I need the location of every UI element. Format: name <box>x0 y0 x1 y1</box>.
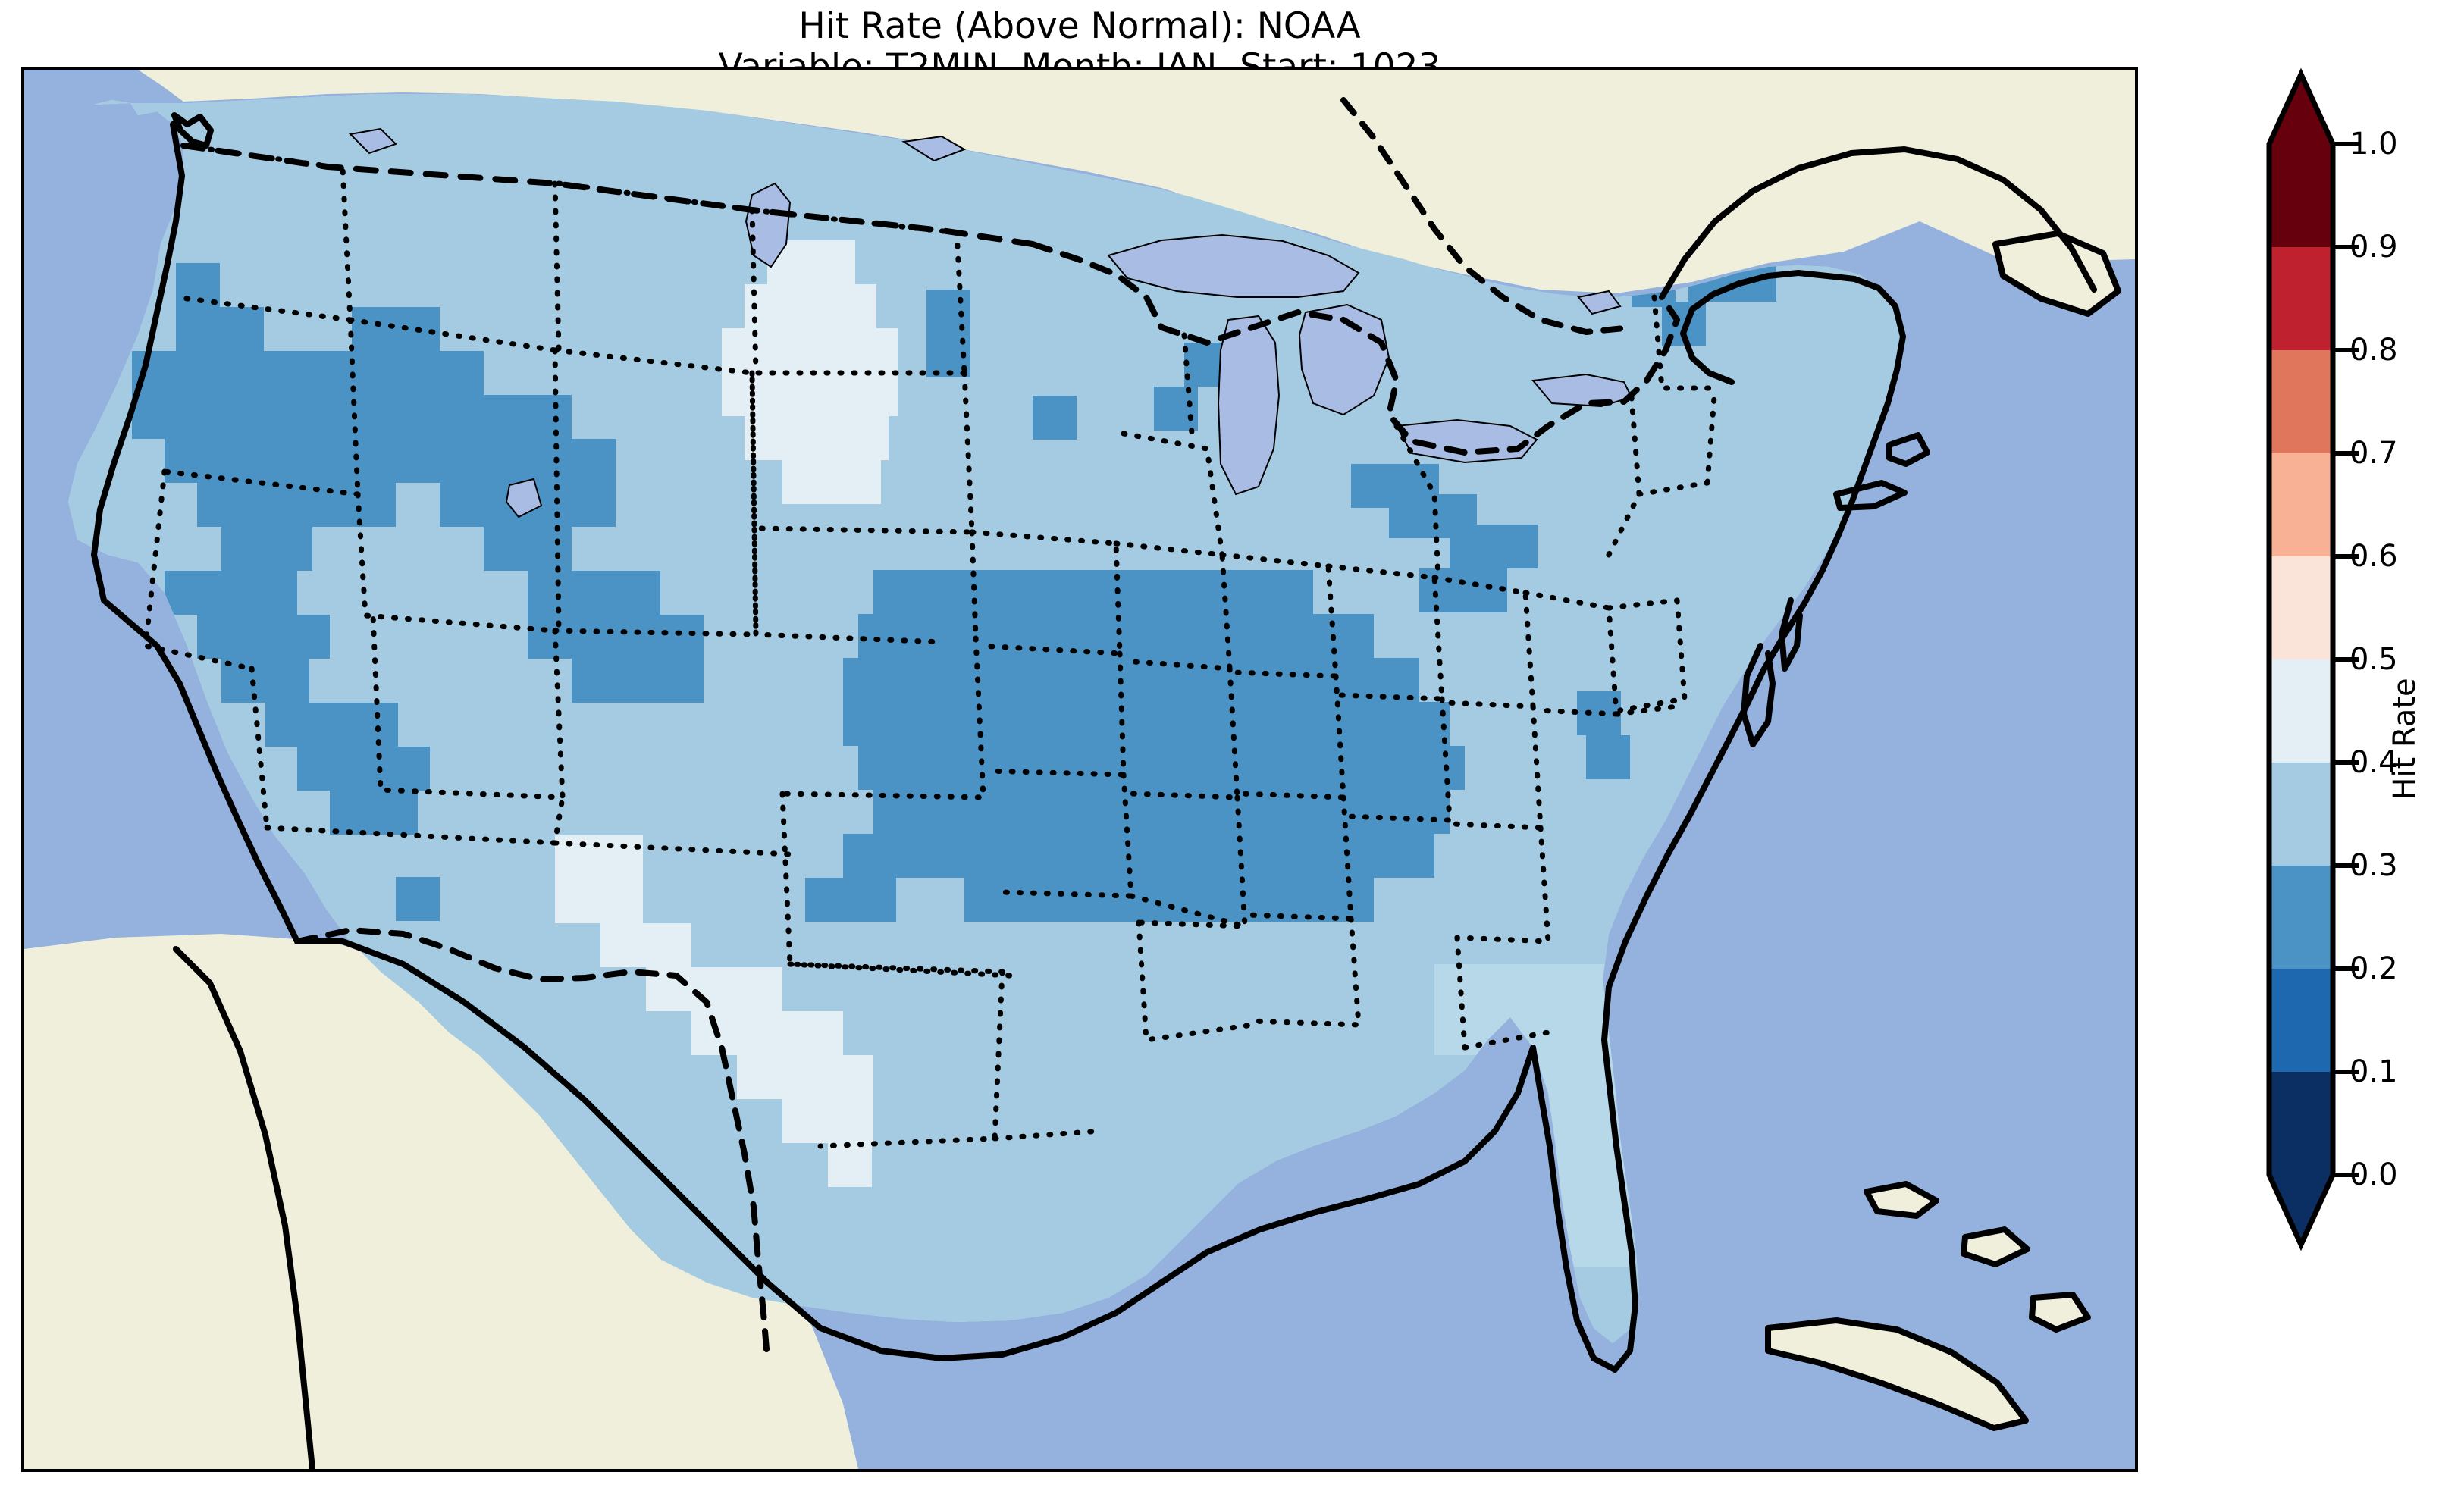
cbar-band-08-09 <box>2269 247 2333 350</box>
cbar-tick-label-10: 0.0 <box>2350 1157 2398 1192</box>
lake-huron <box>1298 303 1390 416</box>
colorbar[interactable]: 1.0 0.9 0.8 0.7 0.6 0.5 0.4 0.3 0.2 0.1 … <box>2266 67 2398 1364</box>
lake-small-2 <box>901 135 967 162</box>
data-grid-layer-040-050 <box>555 240 898 1187</box>
colorbar-axis-label: Hit Rate <box>2387 678 2422 800</box>
lake-small-3 <box>1577 290 1622 315</box>
land-polygons <box>24 70 2135 1469</box>
map-axes[interactable] <box>21 67 2138 1472</box>
cbar-tick-label-8: 0.2 <box>2350 951 2398 986</box>
cbar-tick-label-0: 1.0 <box>2350 127 2398 161</box>
land-cuba <box>1768 1320 2026 1427</box>
cbar-tick-label-3: 0.7 <box>2350 436 2398 471</box>
title-line-1: Hit Rate (Above Normal): NOAA <box>798 5 1361 47</box>
cbar-band-05-06 <box>2269 556 2333 659</box>
cbar-extend-top <box>2269 74 2333 144</box>
great-lakes <box>348 127 1633 518</box>
lake-michigan <box>1217 315 1281 496</box>
lake-great-salt <box>505 478 543 518</box>
cbar-band-04-05 <box>2269 659 2333 763</box>
state-borders <box>143 143 1718 1149</box>
map-canvas <box>24 70 2135 1469</box>
cbar-tick-label-6: 0.4 <box>2350 745 2398 780</box>
cbar-tick-label-7: 0.3 <box>2350 848 2398 883</box>
cbar-tick-label-1: 0.9 <box>2350 230 2398 265</box>
cbar-band-03-04 <box>2269 763 2333 866</box>
cbar-band-02-03 <box>2269 866 2333 969</box>
cbar-tick-label-4: 0.6 <box>2350 539 2398 574</box>
land-canada <box>138 70 2135 293</box>
coastlines <box>91 97 2121 1469</box>
cbar-tick-label-5: 0.5 <box>2350 642 2398 677</box>
cbar-band-01-02 <box>2269 969 2333 1072</box>
cbar-tick-label-2: 0.8 <box>2350 333 2398 368</box>
colorbar-ticks <box>2333 142 2359 1177</box>
land-baja <box>161 949 311 1469</box>
lake-small-1 <box>348 127 397 155</box>
lake-superior <box>1107 233 1360 298</box>
cbar-tick-label-9: 0.1 <box>2350 1054 2398 1089</box>
colorbar-bands <box>2269 74 2333 1245</box>
lake-erie <box>1395 418 1538 464</box>
colorbar-canvas <box>2266 67 2359 1251</box>
land-maritimes <box>1995 233 2117 312</box>
cbar-extend-bottom <box>2269 1175 2333 1245</box>
cbar-band-06-07 <box>2269 453 2333 556</box>
cbar-band-07-08 <box>2269 350 2333 453</box>
lake-winnipeg <box>745 182 792 268</box>
cbar-band-00-01 <box>2269 1072 2333 1175</box>
cbar-band-09-10 <box>2269 144 2333 247</box>
